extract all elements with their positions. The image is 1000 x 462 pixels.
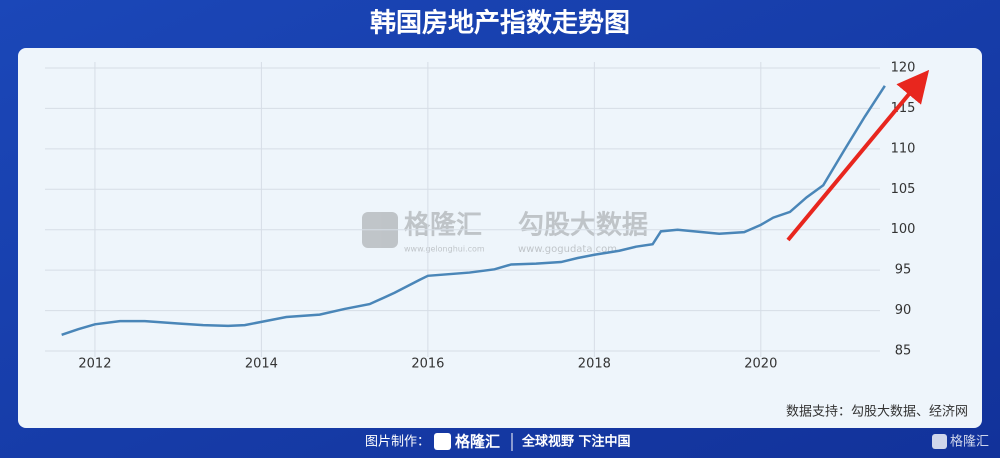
x-tick-label: 2018 [578,357,611,372]
footer-slogan: 全球视野 下注中国 [521,434,631,450]
y-tick-label: 85 [895,344,912,359]
trend-arrow [786,69,930,242]
corner-brand: 格隆汇 [950,434,989,450]
y-tick-label: 90 [895,303,912,318]
footer-made-by: 图片制作： [365,435,430,450]
y-tick-label: 95 [895,263,912,278]
footer-brand: 格隆汇 [455,433,500,451]
panel [18,48,982,428]
corner-logo [932,434,947,449]
chart-title: 韩国房地产指数走势图 [370,9,630,39]
watermark: 格隆汇 www.gelonghui.com 勾股大数据 www.gogudata… [362,210,648,255]
watermark-url: www.gelonghui.com [404,245,485,254]
x-tick-label: 2014 [245,357,278,372]
x-tick-label: 2012 [78,357,111,372]
watermark-text: 勾股大数据 [518,211,648,241]
watermark-url: www.gogudata.com [518,244,617,255]
footer-logo [434,433,451,450]
source: 数据支持：勾股大数据、经济网 [786,405,968,420]
y-tick-label: 110 [891,141,916,156]
data-line [61,85,886,337]
watermark-text: 格隆汇 [404,210,482,241]
y-tick-label: 105 [891,182,916,197]
y-tick-label: 100 [891,222,916,237]
x-tick-label: 2016 [411,357,444,372]
x-tick-label: 2020 [744,357,777,372]
y-tick-label: 120 [891,61,916,76]
